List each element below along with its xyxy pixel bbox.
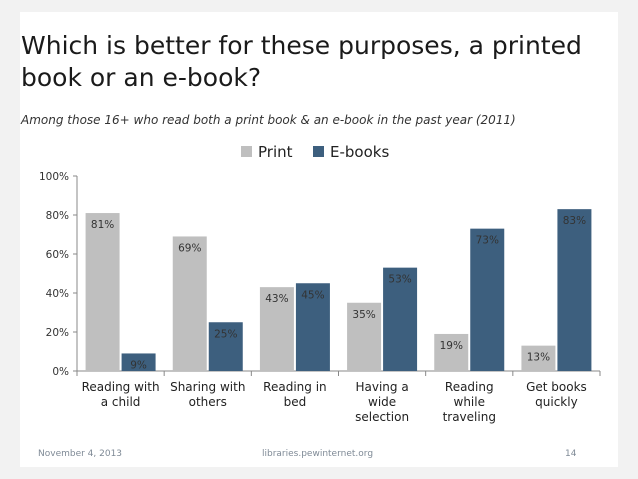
- x-category-label: wide: [368, 395, 396, 409]
- x-category-label: selection: [355, 410, 409, 424]
- data-label-ebooks: 73%: [476, 235, 499, 247]
- data-label-ebooks: 53%: [388, 274, 411, 286]
- slide-title: Which is better for these purposes, a pr…: [21, 31, 582, 92]
- footer-page-number: 14: [565, 449, 577, 459]
- bar-ebooks: [470, 228, 505, 371]
- slide-background: [20, 12, 618, 467]
- data-label-print: 19%: [440, 340, 463, 352]
- legend-swatch-ebooks: [313, 146, 324, 157]
- x-category-label: quickly: [535, 395, 578, 409]
- data-label-ebooks: 45%: [301, 289, 324, 301]
- y-tick-label: 0%: [52, 366, 69, 378]
- bar-print: [259, 287, 294, 371]
- bar-ebooks: [383, 267, 418, 371]
- legend-label-ebooks: E-books: [330, 143, 389, 161]
- footer-source: libraries.pewinternet.org: [262, 449, 374, 459]
- x-category-label: Get books: [526, 380, 587, 394]
- data-label-print: 69%: [178, 242, 201, 254]
- bar-ebooks: [121, 353, 156, 371]
- bar-print: [521, 345, 556, 371]
- bar-print: [172, 236, 207, 371]
- data-label-ebooks: 25%: [214, 328, 237, 340]
- data-label-print: 81%: [91, 219, 114, 231]
- bar-ebooks: [295, 283, 330, 371]
- data-label-print: 43%: [265, 293, 288, 305]
- x-category-label: traveling: [443, 410, 496, 424]
- data-label-print: 35%: [352, 309, 375, 321]
- x-category-label: Reading: [445, 380, 494, 394]
- legend-label-print: Print: [258, 143, 293, 161]
- x-category-label: a child: [101, 395, 141, 409]
- bar-print: [85, 213, 120, 371]
- chart-subtitle: Among those 16+ who read both a print bo…: [21, 113, 516, 127]
- data-label-print: 13%: [527, 352, 550, 364]
- x-category-label: others: [189, 395, 227, 409]
- x-category-label: bed: [284, 395, 307, 409]
- data-label-ebooks: 9%: [130, 359, 147, 371]
- x-category-label: Having a: [355, 380, 408, 394]
- footer-date: November 4, 2013: [38, 449, 123, 459]
- y-tick-label: 20%: [46, 327, 69, 339]
- x-category-label: while: [454, 395, 485, 409]
- bar-ebooks: [208, 322, 243, 371]
- y-tick-label: 100%: [39, 171, 69, 183]
- x-category-label: Reading with: [82, 380, 160, 394]
- y-tick-label: 60%: [46, 249, 69, 261]
- bar-ebooks: [557, 209, 592, 371]
- bar-print: [434, 333, 469, 371]
- x-category-label: Reading in: [263, 380, 326, 394]
- data-label-ebooks: 83%: [563, 215, 586, 227]
- x-category-label: Sharing with: [170, 380, 245, 394]
- y-tick-label: 40%: [46, 288, 69, 300]
- bar-print: [347, 302, 382, 371]
- legend-swatch-print: [241, 146, 252, 157]
- y-tick-label: 80%: [46, 210, 69, 222]
